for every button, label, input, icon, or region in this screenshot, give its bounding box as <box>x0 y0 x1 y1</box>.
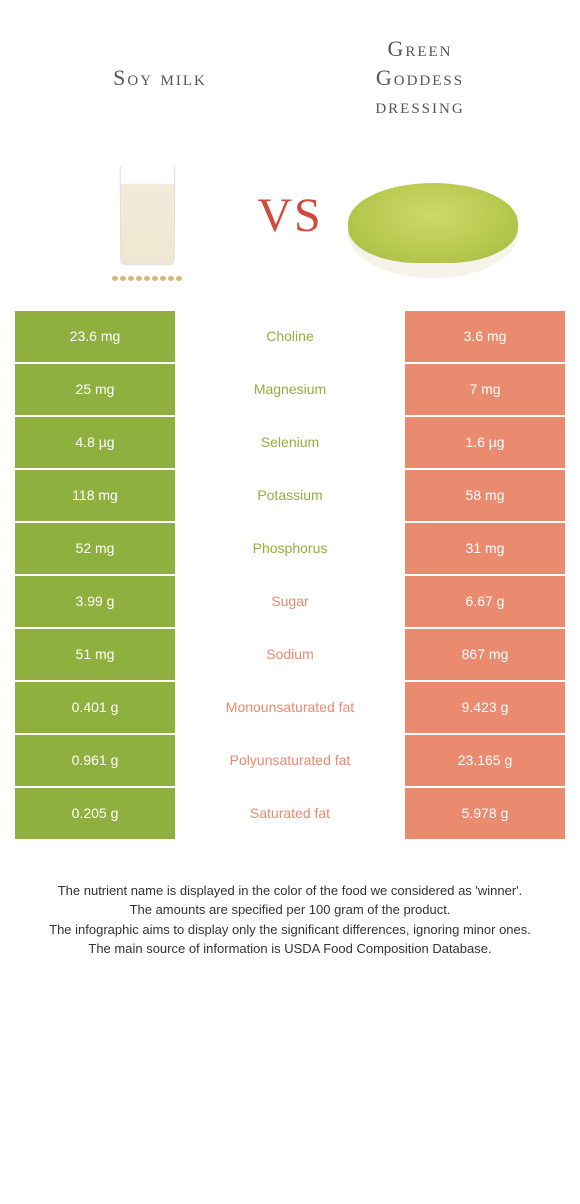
right-value: 1.6 µg <box>405 417 565 468</box>
nutrient-label: Choline <box>175 311 405 362</box>
left-food-title: Soy milk <box>30 64 290 93</box>
footnote-line: The infographic aims to display only the… <box>25 920 555 940</box>
left-value: 0.401 g <box>15 682 175 733</box>
nutrient-label: Magnesium <box>175 364 405 415</box>
nutrient-label: Selenium <box>175 417 405 468</box>
right-value: 3.6 mg <box>405 311 565 362</box>
table-row: 0.401 gMonounsaturated fat9.423 g <box>15 682 565 735</box>
comparison-table: 23.6 mgCholine3.6 mg25 mgMagnesium7 mg4.… <box>0 311 580 841</box>
right-food-title: GreenGoddessdressing <box>290 35 550 121</box>
left-food-image <box>47 141 247 291</box>
soybeans-icon <box>47 276 247 281</box>
table-row: 0.961 gPolyunsaturated fat23.165 g <box>15 735 565 788</box>
nutrient-label: Phosphorus <box>175 523 405 574</box>
right-value: 31 mg <box>405 523 565 574</box>
right-value: 6.67 g <box>405 576 565 627</box>
table-row: 0.205 gSaturated fat5.978 g <box>15 788 565 841</box>
left-value: 4.8 µg <box>15 417 175 468</box>
nutrient-label: Potassium <box>175 470 405 521</box>
table-row: 25 mgMagnesium7 mg <box>15 364 565 417</box>
table-row: 3.99 gSugar6.67 g <box>15 576 565 629</box>
footnote-line: The main source of information is USDA F… <box>25 939 555 959</box>
right-value: 867 mg <box>405 629 565 680</box>
right-value: 58 mg <box>405 470 565 521</box>
nutrient-label: Sodium <box>175 629 405 680</box>
right-value: 5.978 g <box>405 788 565 839</box>
left-value: 51 mg <box>15 629 175 680</box>
right-value: 9.423 g <box>405 682 565 733</box>
dressing-bowl-icon <box>348 183 518 278</box>
right-value: 23.165 g <box>405 735 565 786</box>
nutrient-label: Polyunsaturated fat <box>175 735 405 786</box>
left-value: 3.99 g <box>15 576 175 627</box>
table-row: 23.6 mgCholine3.6 mg <box>15 311 565 364</box>
left-value: 52 mg <box>15 523 175 574</box>
vs-label: VS <box>257 188 322 243</box>
left-value: 0.205 g <box>15 788 175 839</box>
nutrient-label: Sugar <box>175 576 405 627</box>
left-value: 25 mg <box>15 364 175 415</box>
right-value: 7 mg <box>405 364 565 415</box>
nutrient-label: Monounsaturated fat <box>175 682 405 733</box>
header: Soy milk GreenGoddessdressing <box>0 0 580 141</box>
table-row: 52 mgPhosphorus31 mg <box>15 523 565 576</box>
table-row: 4.8 µgSelenium1.6 µg <box>15 417 565 470</box>
left-value: 23.6 mg <box>15 311 175 362</box>
images-row: VS <box>0 141 580 311</box>
footnote-line: The nutrient name is displayed in the co… <box>25 881 555 901</box>
right-food-image <box>333 141 533 291</box>
milk-glass-icon <box>119 165 175 265</box>
nutrient-label: Saturated fat <box>175 788 405 839</box>
left-value: 0.961 g <box>15 735 175 786</box>
table-row: 51 mgSodium867 mg <box>15 629 565 682</box>
footnote-line: The amounts are specified per 100 gram o… <box>25 900 555 920</box>
footnotes: The nutrient name is displayed in the co… <box>0 841 580 989</box>
table-row: 118 mgPotassium58 mg <box>15 470 565 523</box>
left-value: 118 mg <box>15 470 175 521</box>
